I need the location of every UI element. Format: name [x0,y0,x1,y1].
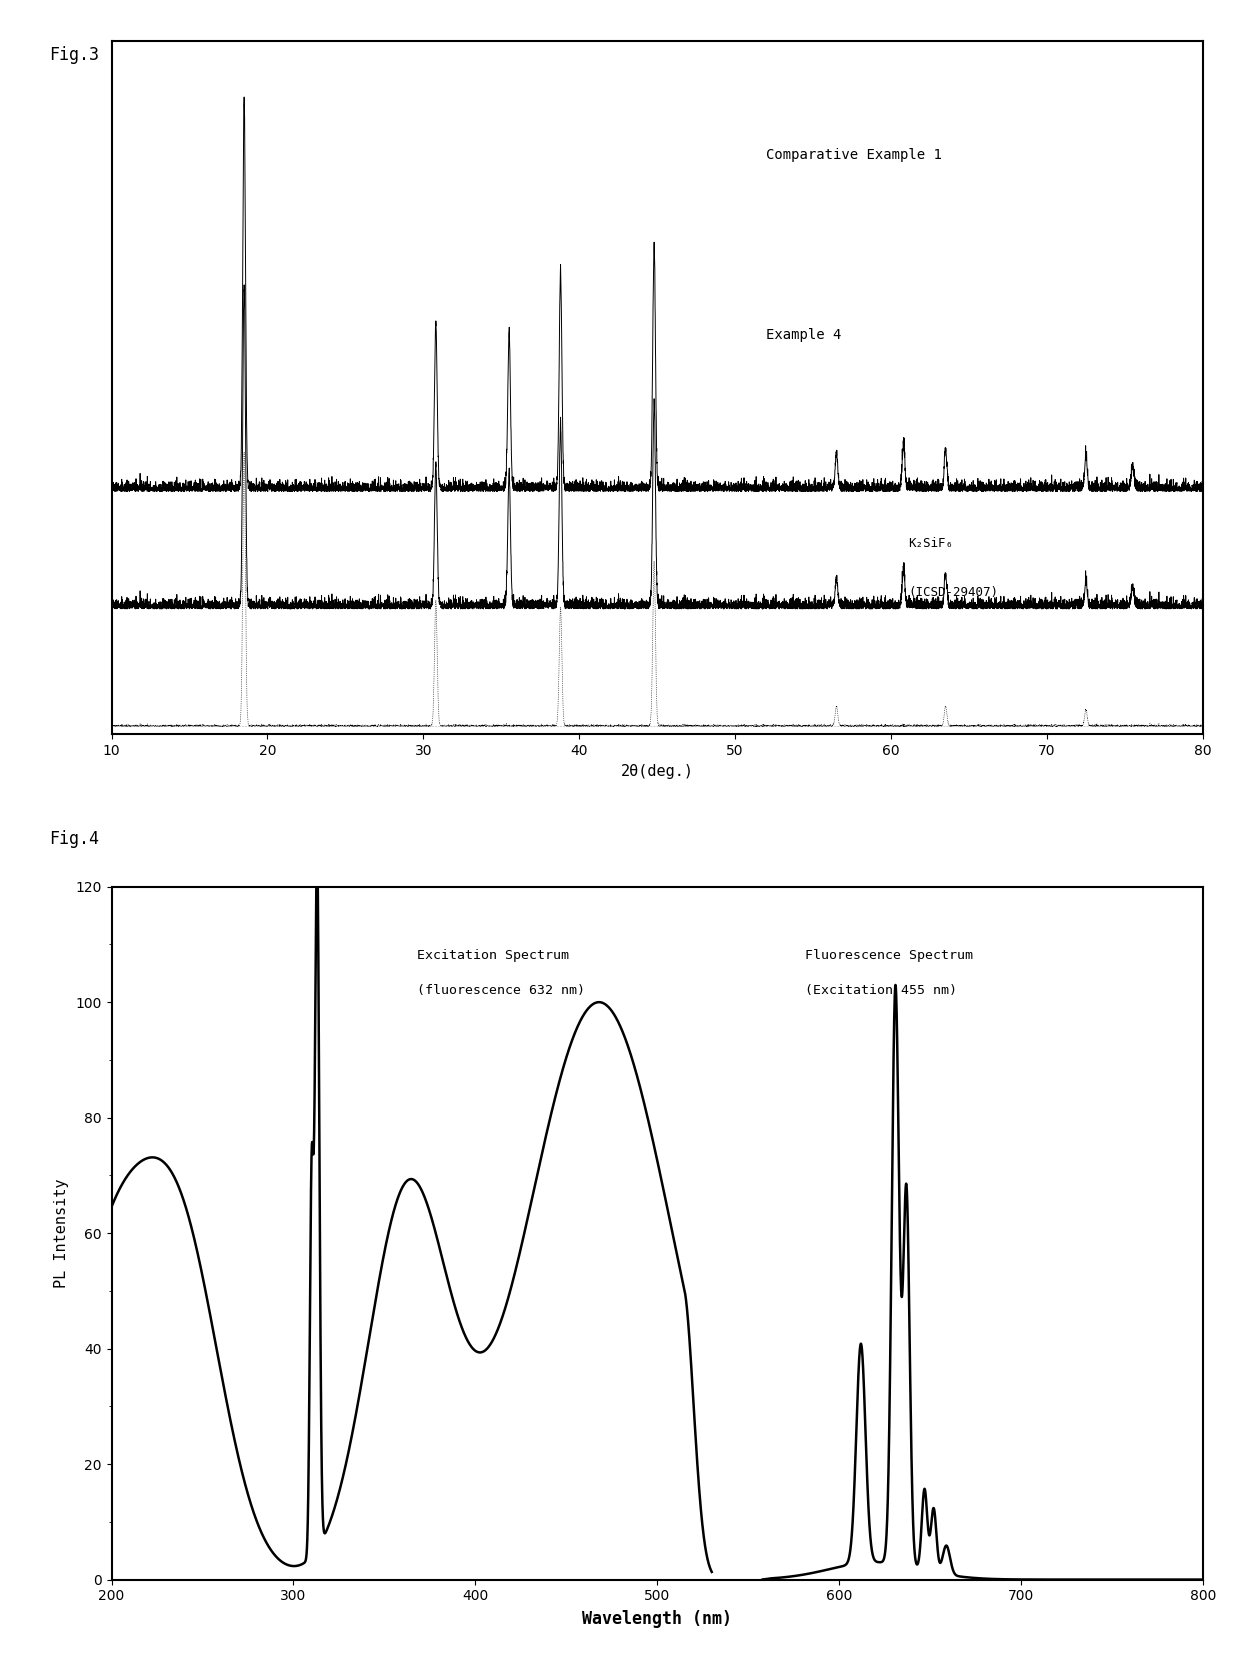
Text: (Excitation 455 nm): (Excitation 455 nm) [805,984,956,997]
Y-axis label: PL Intensity: PL Intensity [53,1178,68,1288]
Text: Fig.3: Fig.3 [50,46,99,65]
Text: K₂SiF₆: K₂SiF₆ [908,538,954,551]
Text: Fluorescence Spectrum: Fluorescence Spectrum [805,949,972,963]
Text: (fluorescence 632 nm): (fluorescence 632 nm) [417,984,585,997]
X-axis label: 2θ(deg.): 2θ(deg.) [621,764,693,779]
Text: (ICSD-29407): (ICSD-29407) [908,586,998,599]
Text: Excitation Spectrum: Excitation Spectrum [417,949,569,963]
Text: Comparative Example 1: Comparative Example 1 [766,149,942,162]
Text: Example 4: Example 4 [766,327,842,342]
X-axis label: Wavelength (nm): Wavelength (nm) [583,1611,732,1628]
Text: Fig.4: Fig.4 [50,830,99,849]
